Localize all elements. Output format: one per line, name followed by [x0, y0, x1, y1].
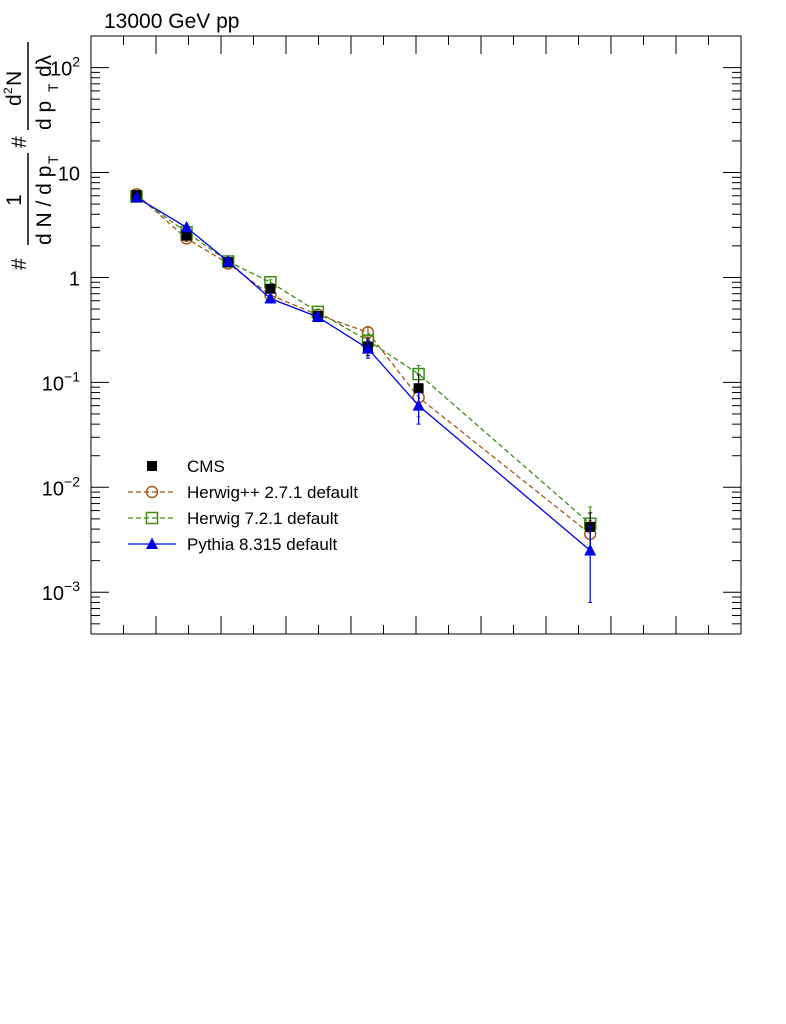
ylabel-d2N-d: d [3, 94, 26, 106]
y-tick-label: 102 [50, 54, 80, 81]
data-point [584, 543, 597, 556]
y-tick-label: 10 [58, 164, 80, 186]
ylabel-dN: d N / d p [33, 166, 56, 245]
data-point [413, 383, 424, 394]
data-point [222, 254, 235, 267]
legend-entry: Herwig++ 2.7.1 default [128, 483, 358, 502]
y-tick-label: 10−3 [42, 578, 80, 605]
data-point [265, 283, 276, 294]
legend-entry: Herwig 7.2.1 default [128, 509, 338, 528]
legend-label: Herwig++ 2.7.1 default [187, 483, 358, 502]
series-line [136, 196, 591, 551]
data-point [412, 399, 425, 411]
data-point [147, 461, 157, 471]
legend-label: CMS [187, 457, 225, 476]
legend: CMS Herwig++ 2.7.1 default Herwig 7.2.1 de… [128, 457, 358, 554]
data-point [361, 342, 374, 354]
y-axis-label: # 1 d N / d p T # d 2 N d p T dλ [1, 42, 61, 270]
legend-label: Herwig 7.2.1 default [187, 509, 338, 528]
data-point [146, 537, 158, 549]
ylabel-dlambda: dλ [33, 54, 56, 77]
series-line [136, 193, 591, 535]
chart-title: 13000 GeV pp [104, 10, 239, 33]
data-point [311, 310, 324, 322]
legend-entry: CMS [147, 457, 225, 476]
ylabel-one: 1 [3, 194, 26, 206]
series-line [136, 196, 591, 525]
data-point [181, 230, 192, 241]
y-tick-label: 1 [69, 268, 80, 290]
data-point [264, 292, 277, 304]
y-tick-label: 10−1 [42, 368, 80, 395]
data-point [145, 485, 159, 499]
ylabel-d2N-N: N [3, 71, 26, 86]
ylabel-d2N-2: 2 [1, 87, 15, 94]
series-pythia-8-315-default [130, 190, 597, 603]
y-tick-label: 10−2 [42, 473, 80, 500]
ylabel-hash2: # [8, 136, 31, 148]
ylabel-T: T [45, 155, 61, 164]
legend-label: Pythia 8.315 default [187, 535, 338, 554]
data-point [130, 190, 143, 203]
ylabel-dpT: d p [33, 101, 56, 130]
axis-ticks: 10−3 10−2 10−1 1 10 102 [42, 35, 741, 635]
ylabel-T2: T [45, 83, 61, 92]
series-layer [130, 188, 597, 603]
data-point [145, 511, 159, 525]
ylabel-hash: # [8, 258, 31, 270]
legend-entry: Pythia 8.315 default [128, 535, 338, 554]
data-point [180, 220, 193, 233]
